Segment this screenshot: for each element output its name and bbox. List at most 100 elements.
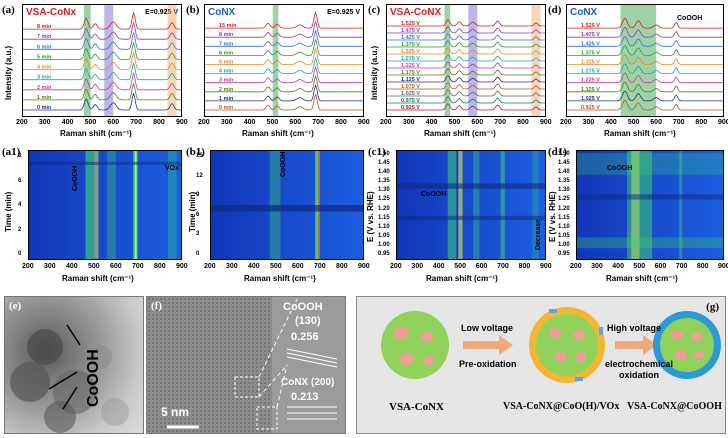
y-tick: 0.95 xyxy=(558,251,570,257)
y-tick: 1.15 xyxy=(378,214,390,221)
panel-g-label: (g) xyxy=(706,301,719,313)
panel-a1-ann-vox: VOx xyxy=(165,165,180,172)
series-label: 1.275 V xyxy=(401,56,420,62)
y-tick: 1.25 xyxy=(378,196,390,203)
y-tick: 0 xyxy=(18,251,22,257)
series-label: 6 min xyxy=(37,44,52,50)
panel-d-title: CoNX xyxy=(570,7,598,18)
x-tick: 800 xyxy=(153,119,165,126)
spectrum-line xyxy=(387,103,545,111)
series-label: 1.025 V xyxy=(581,96,600,102)
series-label: 0.975 V xyxy=(401,98,420,104)
spectrum-line xyxy=(567,26,723,38)
panel-c-xlabel: Raman shift (cm⁻¹) xyxy=(424,129,496,138)
series-label: 1.375 V xyxy=(401,42,420,48)
spectrum-line xyxy=(205,20,363,38)
x-tick: 600 xyxy=(471,119,484,126)
panel-d-label: (d) xyxy=(548,4,562,16)
x-tick: 600 xyxy=(292,263,304,270)
spectrum-line xyxy=(23,11,181,30)
spectrum-line xyxy=(387,61,545,69)
x-tick: 900 xyxy=(176,119,188,126)
panel-a-spectra: 8 min 7 min 6 min 5 min 4 min 3 min 2 min 1 min… xyxy=(23,5,181,116)
panel-c1: (c1) E (V vs. RHE) CoOOH Decrease 1.50 1.… xyxy=(364,142,552,292)
panel-c-spectra: 1.525 V1.475 V1.425 V1.375 V1.325 V1.275… xyxy=(387,5,545,116)
series-label: 1.425 V xyxy=(401,35,420,41)
panel-g-schematic: (g) Low voltage Pre-oxidation High volta… xyxy=(356,296,726,434)
y-tick: 1.20 xyxy=(558,205,570,212)
panel-a: (a) Intensity (a.u.) VSA-CoNx E=0.925 V … xyxy=(0,0,188,140)
spectrum-line xyxy=(205,11,363,29)
y-tick: 1.45 xyxy=(558,160,570,167)
spectrum-line xyxy=(387,54,545,62)
panel-g-state3: VSA-CoNX@CoOOH xyxy=(627,401,722,412)
series-label: 1.525 V xyxy=(401,21,420,27)
series-label: 4 min xyxy=(219,69,234,75)
spectrum-line xyxy=(205,38,363,56)
series-label: 3 min xyxy=(219,78,234,84)
x-tick: 900 xyxy=(358,263,370,270)
series-label: 1 min xyxy=(37,95,52,101)
spectrum-line xyxy=(567,54,723,65)
spectrum-line xyxy=(387,82,545,90)
panel-d1: (d1) E (V vs. RHE) CoOOH 1.50 1.45 1.40 1.3… xyxy=(546,142,728,292)
y-tick: 2 xyxy=(18,226,22,233)
x-tick: 800 xyxy=(695,119,708,126)
spectrum-line xyxy=(567,17,723,29)
y-tick: 1.00 xyxy=(378,241,390,248)
x-tick: 700 xyxy=(675,263,688,270)
series-label: 4 min xyxy=(37,65,52,71)
y-tick: 1.30 xyxy=(558,187,570,194)
spectrum-line xyxy=(567,35,723,47)
panel-b-potential: E=0.925 V xyxy=(327,9,360,16)
y-tick: 1.50 xyxy=(558,151,570,157)
x-tick: 800 xyxy=(696,263,709,270)
panel-a-xlabel: Raman shift (cm⁻¹) xyxy=(60,129,132,138)
series-label: 1.275 V xyxy=(581,69,600,75)
x-tick: 500 xyxy=(266,119,279,126)
x-tick: 700 xyxy=(312,119,324,126)
panel-c: (c) Intensity (a.u.) VSA-CoNX 1.525 V 1.4… xyxy=(364,0,552,140)
spectrum-line xyxy=(23,82,181,101)
spectrum-line xyxy=(387,96,545,104)
spectrum-line xyxy=(567,45,723,56)
x-tick: 500 xyxy=(454,263,466,270)
panel-b1-heatmap: CoOOH xyxy=(210,150,364,260)
series-label: 1.025 V xyxy=(401,91,420,97)
panel-c-title: VSA-CoNX xyxy=(390,7,442,18)
panel-f-cooh: CoOOH xyxy=(283,301,323,313)
series-label: 1.425 V xyxy=(581,41,600,47)
panel-b1-xlabel: Raman shift (cm⁻¹) xyxy=(244,274,316,283)
panel-g-state1: VSA-CoNX xyxy=(389,401,444,413)
x-tick: 200 xyxy=(22,263,34,270)
x-tick: 800 xyxy=(518,263,531,270)
panel-g-step1-top: Low voltage xyxy=(461,323,514,333)
spectrum-line xyxy=(205,74,363,93)
x-tick: 700 xyxy=(314,263,326,270)
x-tick: 800 xyxy=(336,263,348,270)
y-tick: 6 xyxy=(18,177,22,184)
x-tick: 500 xyxy=(633,263,646,270)
panel-g-step1-bottom: Pre-oxidation xyxy=(459,359,517,369)
spectrum-line xyxy=(387,19,545,27)
x-tick: 900 xyxy=(540,119,552,126)
x-tick: 800 xyxy=(335,119,347,126)
panel-c-plot: VSA-CoNX 1.525 V 1.475 V 1.425 V 1.375 V 1.3… xyxy=(386,4,546,117)
x-tick: 400 xyxy=(432,263,445,270)
panel-f-hrtem-image: (f) 5 nm CoOOH (130) 0.256 CoNX (200) 0.… xyxy=(146,296,346,434)
panel-a-ylabel: Intensity (a.u.) xyxy=(4,45,13,100)
series-label: 7 min xyxy=(37,34,52,40)
series-label: 0 min xyxy=(37,105,52,111)
x-tick: 300 xyxy=(582,119,595,126)
y-tick: 8 xyxy=(18,153,22,159)
x-tick: 600 xyxy=(650,119,662,126)
panel-g-state2: VSA-CoNX@CoO(H)/VOx xyxy=(503,401,620,412)
panel-a-label: (a) xyxy=(2,4,15,16)
y-tick: 1.15 xyxy=(558,214,570,221)
series-label: 0 min xyxy=(219,105,234,111)
series-label: 1.225 V xyxy=(581,78,600,84)
panel-b-label: (b) xyxy=(186,4,200,16)
x-tick: 700 xyxy=(494,119,506,126)
series-label: 1.475 V xyxy=(581,32,600,38)
x-tick: 400 xyxy=(425,119,438,126)
